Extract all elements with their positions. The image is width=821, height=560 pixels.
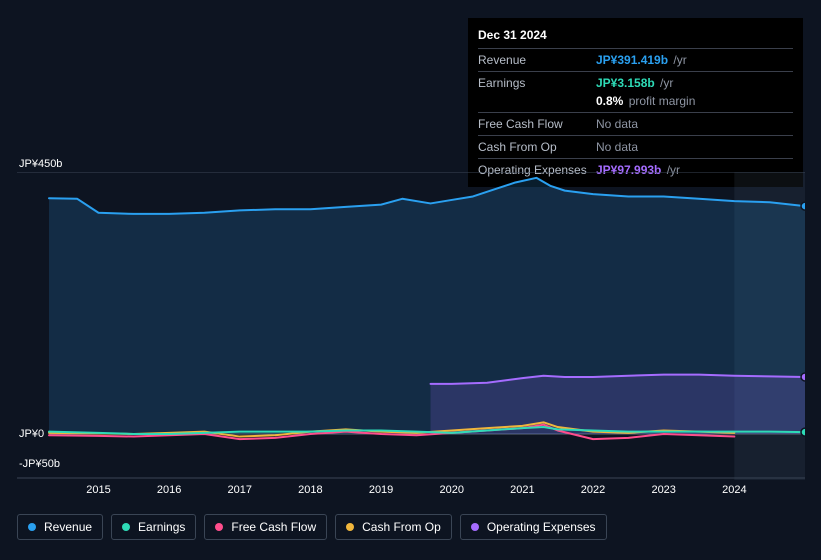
- tooltip-row: RevenueJP¥391.419b /yr: [478, 49, 793, 72]
- x-tick: 2015: [86, 484, 110, 496]
- tooltip-row: Cash From OpNo data: [478, 136, 793, 159]
- legend-dot-icon: [215, 523, 223, 531]
- legend-item[interactable]: Free Cash Flow: [204, 514, 327, 540]
- legend-label: Operating Expenses: [487, 520, 596, 534]
- tooltip-row: Free Cash FlowNo data: [478, 113, 793, 136]
- legend-dot-icon: [28, 523, 36, 531]
- chart-container: JP¥450b JP¥0 -JP¥50b 2015201620172018201…: [17, 160, 805, 540]
- x-tick: 2019: [369, 484, 393, 496]
- legend-item[interactable]: Operating Expenses: [460, 514, 607, 540]
- tooltip-metric-label: Revenue: [478, 51, 596, 69]
- x-axis: 2015 2016 2017 2018 2019 2020 2021 2022 2023 2024: [17, 484, 805, 504]
- x-tick: 2016: [157, 484, 181, 496]
- legend-label: Revenue: [44, 520, 92, 534]
- x-tick: 2020: [439, 484, 463, 496]
- legend-item[interactable]: Revenue: [17, 514, 103, 540]
- x-tick: 2024: [722, 484, 746, 496]
- legend-label: Earnings: [138, 520, 185, 534]
- line-chart[interactable]: [17, 172, 805, 480]
- legend-item[interactable]: Earnings: [111, 514, 196, 540]
- y-label-max: JP¥450b: [19, 158, 62, 170]
- tooltip-metric-value: No data: [596, 138, 793, 156]
- tooltip-metric-value: No data: [596, 115, 793, 133]
- x-tick: 2021: [510, 484, 534, 496]
- tooltip-metric-value: JP¥391.419b /yr: [596, 51, 793, 69]
- legend-dot-icon: [346, 523, 354, 531]
- legend-dot-icon: [122, 523, 130, 531]
- legend-dot-icon: [471, 523, 479, 531]
- x-tick: 2017: [228, 484, 252, 496]
- tooltip-title: Dec 31 2024: [478, 24, 793, 49]
- tooltip-metric-label: Earnings: [478, 74, 596, 110]
- chart-legend: Revenue Earnings Free Cash Flow Cash From O…: [17, 514, 607, 540]
- legend-label: Free Cash Flow: [231, 520, 316, 534]
- x-tick: 2023: [651, 484, 675, 496]
- tooltip-metric-label: Free Cash Flow: [478, 115, 596, 133]
- legend-label: Cash From Op: [362, 520, 441, 534]
- x-tick: 2022: [581, 484, 605, 496]
- x-tick: 2018: [298, 484, 322, 496]
- tooltip-metric-label: Cash From Op: [478, 138, 596, 156]
- tooltip-metric-value: JP¥3.158b /yr0.8% profit margin: [596, 74, 793, 110]
- tooltip-row: EarningsJP¥3.158b /yr0.8% profit margin: [478, 72, 793, 113]
- legend-item[interactable]: Cash From Op: [335, 514, 452, 540]
